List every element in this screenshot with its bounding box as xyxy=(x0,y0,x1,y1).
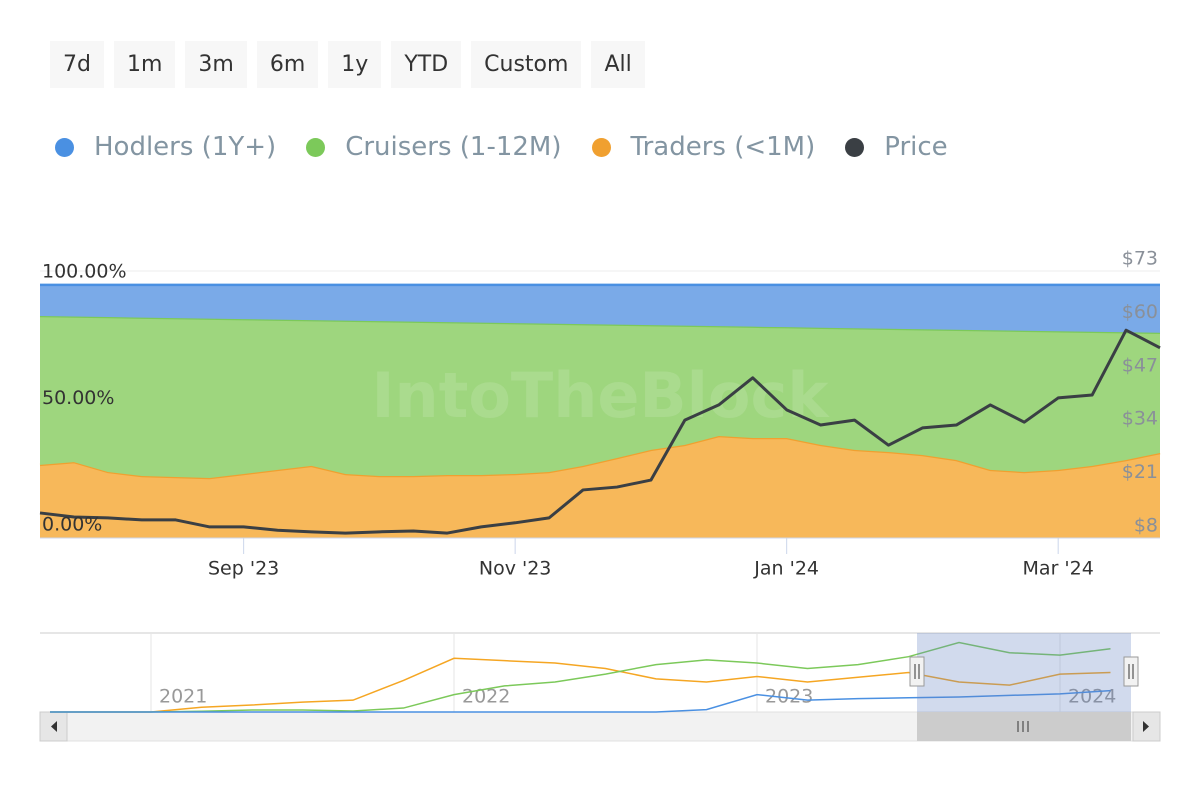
range-button[interactable]: 1y xyxy=(328,41,382,88)
price-line xyxy=(39,328,1161,535)
navigator-handle-grip xyxy=(1128,664,1134,679)
watermark: IntoTheBlock xyxy=(371,359,830,432)
range-button[interactable]: YTD xyxy=(391,41,462,88)
legend-item[interactable]: Traders (<1M) xyxy=(591,132,816,162)
y2-tick-label: $34 xyxy=(1122,408,1158,430)
scrollbar-right-arrow xyxy=(1143,721,1149,732)
legend-item[interactable]: Cruisers (1-12M) xyxy=(306,132,562,162)
x-tick-label: Jan '24 xyxy=(753,558,819,580)
x-tick-label: Nov '23 xyxy=(479,558,552,580)
legend-label: Price xyxy=(884,132,948,162)
legend-item[interactable]: Hodlers (1Y+) xyxy=(55,132,276,162)
range-button[interactable]: 1m xyxy=(113,41,176,88)
navigator-line xyxy=(50,689,1111,713)
y2-tick-label: $47 xyxy=(1122,354,1158,376)
y-tick-label: 0.00% xyxy=(42,514,102,536)
range-selector: 7d 1m 3m 6m 1y YTD Custom All xyxy=(50,41,645,88)
navigator-handle-grip xyxy=(914,664,920,679)
stacked-area xyxy=(40,284,1160,333)
range-button[interactable]: All xyxy=(591,41,645,88)
legend-marker xyxy=(55,137,74,157)
x-tick-label: Sep '23 xyxy=(208,558,279,580)
navigator-line xyxy=(50,641,1111,713)
y2-tick-label: $21 xyxy=(1122,461,1158,483)
scrollbar-thumb[interactable] xyxy=(917,712,1131,741)
scrollbar-left-arrow xyxy=(51,721,57,732)
navigator-handle[interactable] xyxy=(909,656,925,687)
y2-tick-label: $73 xyxy=(1122,248,1158,270)
x-tick-label: Mar '24 xyxy=(1023,558,1094,580)
y-tick-label: 50.00% xyxy=(42,387,114,409)
legend-marker xyxy=(845,137,865,157)
legend-item[interactable]: Price xyxy=(845,132,948,162)
y-tick-label: 100.00% xyxy=(42,260,127,282)
range-button[interactable]: 7d xyxy=(50,41,104,88)
legend-marker xyxy=(591,137,611,157)
legend-label: Hodlers (1Y+) xyxy=(94,132,277,162)
legend-marker xyxy=(306,137,326,157)
legend-label: Traders (<1M) xyxy=(630,132,816,162)
navigator-line xyxy=(50,657,1111,713)
scrollbar-grip xyxy=(1017,721,1029,732)
range-button[interactable]: 6m xyxy=(256,41,319,88)
y2-tick-label: $60 xyxy=(1122,301,1158,323)
navigator-x-label: 2021 xyxy=(159,686,207,708)
y2-tick-label: $8 xyxy=(1134,515,1158,537)
range-button[interactable]: Custom xyxy=(471,41,582,88)
legend: Hodlers (1Y+) Cruisers (1-12M) Traders (<1… xyxy=(55,132,948,162)
navigator-x-label: 2023 xyxy=(765,686,813,708)
navigator-handle[interactable] xyxy=(1123,656,1139,687)
range-button[interactable]: 3m xyxy=(185,41,247,88)
navigator-selection xyxy=(917,633,1131,712)
legend-label: Cruisers (1-12M) xyxy=(345,132,562,162)
